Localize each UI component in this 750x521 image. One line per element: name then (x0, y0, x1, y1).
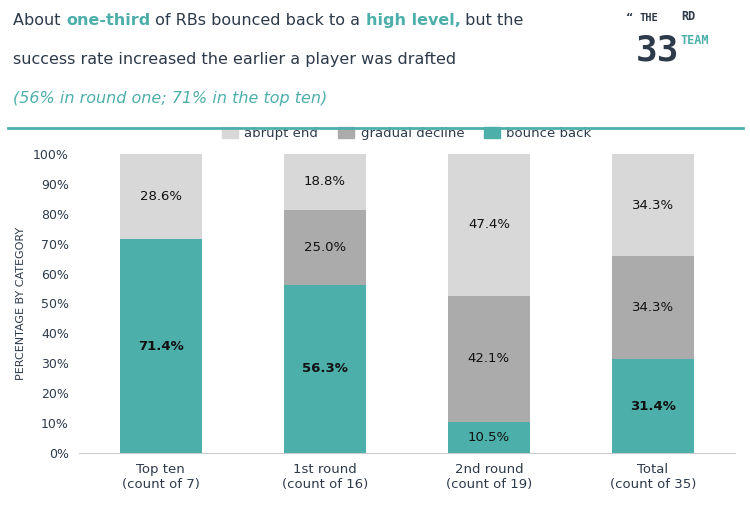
Bar (284, 210, 366, 284)
Text: “: “ (626, 13, 634, 23)
Text: RD: RD (681, 10, 695, 23)
Bar (612, 154, 694, 256)
Bar (284, 153, 366, 210)
Bar (284, 284, 366, 453)
Text: About: About (13, 13, 66, 28)
Bar (612, 359, 694, 453)
Text: 56.3%: 56.3% (302, 363, 348, 376)
Text: one-third: one-third (66, 13, 150, 28)
Bar (448, 296, 530, 422)
Bar (448, 422, 530, 453)
Text: of RBs bounced back to a: of RBs bounced back to a (150, 13, 365, 28)
Text: THE: THE (640, 13, 658, 23)
Text: 71.4%: 71.4% (138, 340, 184, 353)
Bar (448, 154, 530, 296)
Text: 10.5%: 10.5% (468, 431, 510, 444)
Text: 31.4%: 31.4% (630, 400, 676, 413)
Bar (120, 239, 202, 453)
Bar (612, 256, 694, 359)
Text: TEAM: TEAM (681, 34, 710, 47)
Text: (56% in round one; 71% in the top ten): (56% in round one; 71% in the top ten) (13, 91, 328, 106)
Text: high level,: high level, (365, 13, 460, 28)
Text: 28.6%: 28.6% (140, 190, 182, 203)
Bar (120, 154, 202, 239)
Text: 18.8%: 18.8% (304, 175, 346, 188)
Text: 33: 33 (636, 34, 680, 68)
Text: 42.1%: 42.1% (468, 352, 510, 365)
Text: 34.3%: 34.3% (632, 199, 674, 212)
Legend: abrupt end, gradual decline, bounce back: abrupt end, gradual decline, bounce back (217, 121, 597, 145)
Text: success rate increased the earlier a player was drafted: success rate increased the earlier a pla… (13, 52, 457, 67)
Y-axis label: PERCENTAGE BY CATEGORY: PERCENTAGE BY CATEGORY (16, 227, 26, 380)
Text: but the: but the (460, 13, 524, 28)
Text: 47.4%: 47.4% (468, 218, 510, 231)
Text: 34.3%: 34.3% (632, 301, 674, 314)
Text: 25.0%: 25.0% (304, 241, 346, 254)
